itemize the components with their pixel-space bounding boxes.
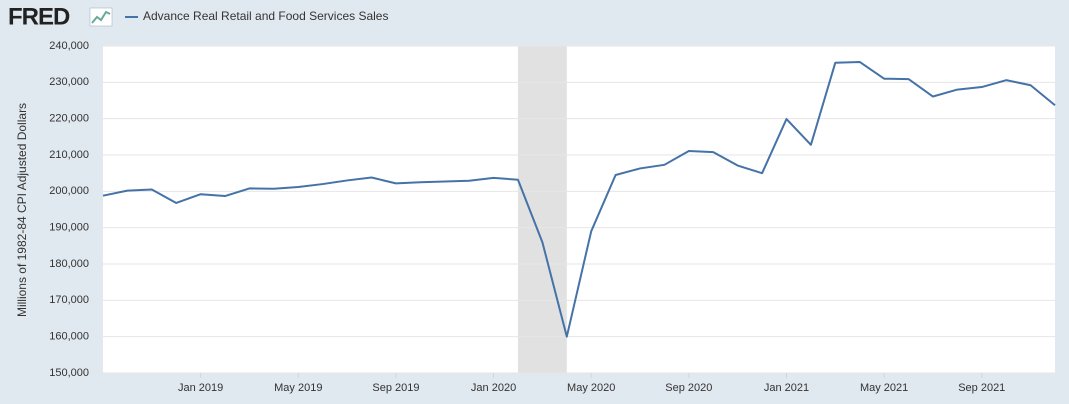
x-tick-label: May 2019 (274, 382, 322, 394)
legend-label: Advance Real Retail and Food Services Sa… (143, 9, 388, 23)
logo: FRED (8, 3, 70, 30)
y-tick-label: 210,000 (49, 149, 89, 161)
y-axis-label: Millions of 1982-84 CPI Adjusted Dollars (15, 103, 29, 317)
plot-area (103, 46, 1055, 373)
y-tick-label: 230,000 (49, 76, 89, 88)
line-series (102, 60, 1056, 338)
x-tick-label: May 2020 (567, 382, 615, 394)
x-tick-label: Jan 2020 (471, 382, 516, 394)
x-tick-label: Sep 2021 (958, 382, 1005, 394)
logo-icon (89, 7, 113, 27)
y-tick-label: 180,000 (49, 258, 89, 270)
y-tick-label: 170,000 (49, 294, 89, 306)
y-tick-label: 160,000 (49, 331, 89, 343)
recession-shading (517, 46, 567, 373)
y-tick-label: 220,000 (49, 113, 89, 125)
x-tick-label: Jan 2019 (178, 382, 223, 394)
x-tick-label: Jan 2021 (764, 382, 809, 394)
x-tick-label: May 2021 (860, 382, 908, 394)
x-tick-label: Sep 2020 (665, 382, 712, 394)
y-tick-label: 190,000 (49, 222, 89, 234)
y-tick-label: 150,000 (49, 367, 89, 379)
x-tick-label: Sep 2019 (372, 382, 419, 394)
y-tick-label: 200,000 (49, 185, 89, 197)
y-tick-label: 240,000 (49, 40, 89, 52)
